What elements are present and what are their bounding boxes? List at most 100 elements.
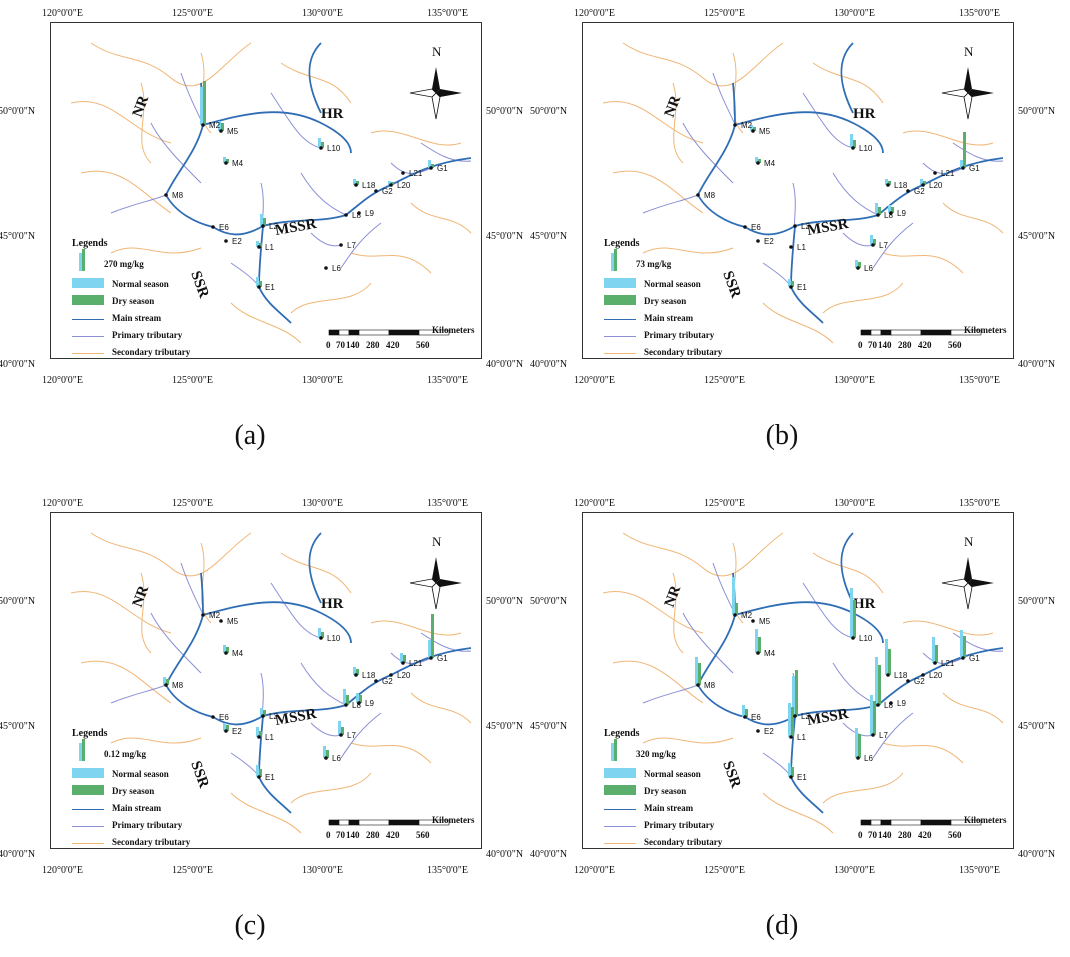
station-label: M5: [759, 617, 771, 626]
station-marker: [357, 701, 361, 705]
scale-bar: [328, 819, 450, 826]
legend-dry-season-label: Dry season: [112, 296, 155, 306]
dry-season-bar: [341, 727, 344, 735]
station-label: L20: [929, 671, 943, 680]
station-marker: [429, 656, 433, 660]
legend-dry-season-swatch: [604, 785, 636, 795]
legend-main-stream-label: Main stream: [112, 313, 162, 323]
lon-label-bottom: 135°0'0"E: [959, 375, 1000, 386]
station-marker: [876, 213, 880, 217]
dry-season-bar: [431, 164, 434, 168]
secondary-tributary: [602, 100, 704, 144]
normal-season-bar: [323, 746, 326, 758]
panel-caption: (c): [234, 910, 266, 941]
station-label: G1: [969, 164, 980, 173]
station-label: L7: [347, 731, 356, 740]
station-label: E1: [797, 283, 807, 292]
lat-label-right: 45°0'0"N: [486, 231, 524, 242]
legend-dry-season-label: Dry season: [644, 296, 687, 306]
dry-season-bar: [791, 767, 794, 777]
secondary-tributary: [370, 620, 462, 636]
legend-normal-season-label: Normal season: [644, 279, 701, 289]
normal-season-bar: [218, 121, 221, 131]
station-marker: [756, 239, 760, 243]
main-stream: [734, 111, 884, 154]
primary-tributary: [952, 632, 1004, 652]
secondary-tributary: [612, 660, 704, 704]
region-label: MSSR: [274, 706, 318, 729]
legend-secondary-tributary-swatch: [604, 353, 636, 354]
lat-label-right: 40°0'0"N: [486, 359, 524, 370]
primary-tributary: [180, 72, 204, 126]
lat-label-left: 50°0'0"N: [530, 596, 568, 607]
scale-tick: 70: [868, 830, 877, 840]
primary-tributary: [682, 122, 734, 184]
station-label: L7: [347, 241, 356, 250]
station-marker: [257, 245, 261, 249]
station-label: L18: [894, 181, 908, 190]
station-marker: [257, 775, 261, 779]
station-marker: [164, 193, 168, 197]
legend-secondary-tributary-label: Secondary tributary: [644, 837, 723, 847]
station-label: L6: [332, 754, 341, 763]
region-label: NR: [130, 93, 153, 119]
scale-tick: 0: [326, 340, 331, 350]
station-label: L8: [352, 211, 361, 220]
legend-dry-season-swatch: [72, 295, 104, 305]
legend-value: 320 mg/kg: [636, 749, 676, 759]
dry-season-bar: [431, 614, 434, 658]
secondary-tributary: [80, 170, 172, 214]
primary-tributary: [230, 752, 260, 778]
dry-season-bar: [888, 649, 891, 675]
primary-tributary: [340, 222, 382, 269]
main-stream: [202, 111, 352, 154]
legend-normal-bar: [611, 743, 614, 761]
main-stream: [790, 715, 824, 814]
lat-label-left: 40°0'0"N: [530, 849, 568, 860]
region-label: MSSR: [274, 216, 318, 239]
secondary-tributary: [290, 772, 372, 804]
primary-tributary: [922, 652, 964, 664]
station-label: E6: [219, 713, 229, 722]
station-label: L20: [929, 181, 943, 190]
station-label: M4: [764, 649, 776, 658]
station-marker: [743, 225, 747, 229]
secondary-tributary: [622, 42, 784, 87]
station-marker: [789, 735, 793, 739]
lon-label-top: 120°0'0"E: [42, 8, 83, 19]
station-marker: [211, 715, 215, 719]
scale-tick: 560: [416, 830, 430, 840]
lat-label-right: 50°0'0"N: [486, 106, 524, 117]
station-marker: [164, 683, 168, 687]
dry-season-bar: [923, 181, 926, 185]
region-label: HR: [853, 596, 876, 612]
station-marker: [219, 129, 223, 133]
lat-label-left: 45°0'0"N: [530, 721, 568, 732]
dry-season-bar: [891, 207, 894, 213]
station-label: L10: [327, 634, 341, 643]
region-label: NR: [130, 583, 153, 609]
normal-season-bar: [875, 657, 878, 705]
station-label: G1: [437, 654, 448, 663]
primary-tributary: [230, 262, 260, 288]
main-stream: [734, 601, 884, 644]
station-label: M8: [704, 681, 716, 690]
legend-main-stream-label: Main stream: [644, 313, 694, 323]
station-marker: [257, 735, 261, 739]
region-label: SSR: [187, 759, 212, 790]
station-marker: [851, 636, 855, 640]
normal-season-bar: [343, 689, 346, 705]
dry-season-bar: [321, 142, 324, 148]
secondary-tributary: [622, 532, 784, 577]
scale-tick: 0: [858, 830, 863, 840]
legend-title: Legends: [604, 238, 640, 249]
scale-tick: 420: [386, 340, 400, 350]
secondary-tributary: [280, 62, 352, 104]
station-label: L6: [332, 264, 341, 273]
station-marker: [211, 225, 215, 229]
station-marker: [851, 146, 855, 150]
panel-caption: (b): [765, 420, 799, 451]
scale-unit: Kilometers: [432, 325, 475, 335]
dry-season-bar: [758, 637, 761, 653]
main-stream: [840, 42, 854, 114]
